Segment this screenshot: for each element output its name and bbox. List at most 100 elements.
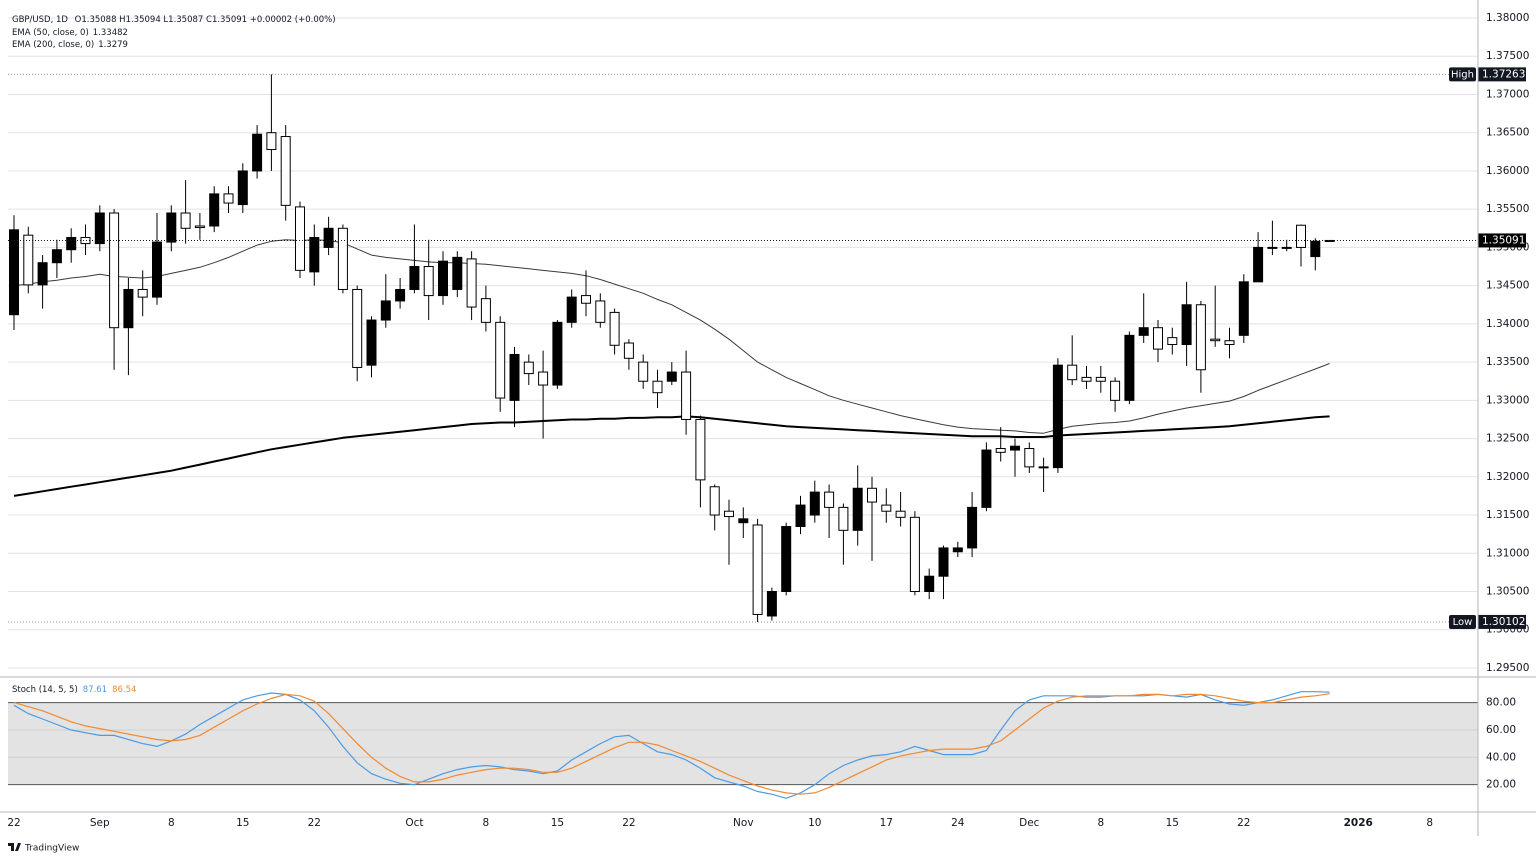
candle-body xyxy=(123,288,134,329)
y-tick-label: 1.32500 xyxy=(1486,433,1529,445)
candle-body xyxy=(51,249,62,264)
candle-body xyxy=(724,510,734,518)
footer-text: TradingView xyxy=(24,844,79,854)
candle-body xyxy=(209,193,220,227)
y-tick-label: 1.37000 xyxy=(1486,88,1529,100)
candle-body xyxy=(623,342,634,359)
candle-body xyxy=(595,300,606,323)
y-tick-label: 40.00 xyxy=(1486,751,1516,763)
y-tick-label: 1.35500 xyxy=(1486,203,1529,215)
candle-body xyxy=(652,380,663,394)
candle-body xyxy=(180,212,191,229)
candle-body xyxy=(695,418,706,481)
candle-body xyxy=(795,504,806,528)
candle-body xyxy=(609,311,620,346)
candle-body xyxy=(66,236,77,251)
candle-body xyxy=(1210,338,1221,342)
candle-body xyxy=(638,361,649,382)
candle-body xyxy=(80,236,91,245)
candle-body xyxy=(395,288,406,302)
candle-body xyxy=(380,300,391,321)
candle-body xyxy=(1095,376,1106,382)
candle-body xyxy=(766,591,777,617)
candle-body xyxy=(194,225,205,229)
candle-body xyxy=(552,321,563,386)
stoch-legend: Stoch (14, 5, 5) 87.61 86.54 xyxy=(12,685,136,695)
ema50-legend: EMA (50, close, 0) 1.33482 xyxy=(12,28,128,38)
candle-body xyxy=(409,266,420,290)
candle-body xyxy=(466,258,477,308)
ema-line xyxy=(13,415,1330,497)
candle-body xyxy=(237,170,248,206)
candle-body xyxy=(1038,466,1049,469)
x-tick-label: 8 xyxy=(168,817,175,829)
stoch-band xyxy=(8,702,1478,785)
candle-body xyxy=(681,371,692,420)
candle-body xyxy=(37,262,48,286)
stoch-d-value: 86.54 xyxy=(112,685,136,695)
candle-body xyxy=(738,518,749,524)
candle-body xyxy=(1024,448,1035,468)
candle-body xyxy=(952,547,963,553)
candle-body xyxy=(337,227,348,290)
candle-body xyxy=(1081,376,1092,382)
plot-layer: 1.295001.300001.305001.310001.315001.320… xyxy=(7,12,1529,829)
candle-body xyxy=(452,256,463,290)
candle-body xyxy=(266,132,277,151)
candle-body xyxy=(1124,334,1135,401)
candle-body xyxy=(523,361,534,375)
candle-body xyxy=(938,547,949,577)
candle-body xyxy=(752,524,763,615)
candle-body xyxy=(852,487,863,531)
candle-body xyxy=(495,321,506,399)
candle-body xyxy=(1267,246,1278,249)
x-tick-label: Nov xyxy=(733,817,754,829)
x-tick-label: 2026 xyxy=(1344,817,1373,829)
y-tick-label: 1.34000 xyxy=(1486,318,1529,330)
candle-body xyxy=(480,298,491,323)
x-tick-label: 8 xyxy=(1426,817,1433,829)
candle-body xyxy=(1224,340,1235,346)
x-tick-label: 24 xyxy=(951,817,965,829)
candle-body xyxy=(295,206,305,271)
candle-body xyxy=(309,236,320,273)
candle-body xyxy=(223,193,234,204)
high_marker-tag-label: High xyxy=(1451,69,1474,80)
candle-body xyxy=(323,227,334,248)
candle-body xyxy=(1195,304,1206,371)
ema200-legend: EMA (200, close, 0) 1.3279 xyxy=(12,40,128,50)
candle-body xyxy=(1167,337,1178,346)
symbol-header: GBP/USD, 1D O1.35088 H1.35094 L1.35087 C… xyxy=(12,15,336,25)
y-tick-label: 1.33500 xyxy=(1486,356,1529,368)
tradingview-logo: TradingView xyxy=(8,843,79,854)
x-tick-label: 8 xyxy=(1097,817,1104,829)
candle-body xyxy=(1281,246,1292,249)
y-tick-label: 1.30500 xyxy=(1486,586,1529,598)
candle-body xyxy=(1052,364,1063,469)
candle-body xyxy=(423,266,434,297)
ohlc: O1.35088 H1.35094 L1.35087 C1.35091 +0.0… xyxy=(75,15,336,25)
candle-body xyxy=(1253,246,1264,283)
stoch-title: Stoch (14, 5, 5) xyxy=(12,685,78,695)
candle-body xyxy=(895,510,906,518)
candle-body xyxy=(366,319,377,366)
candle-body xyxy=(137,288,148,298)
candle-body xyxy=(1010,445,1020,451)
candle-body xyxy=(909,516,920,593)
ema50-value: 1.33482 xyxy=(93,28,128,38)
x-tick-label: 15 xyxy=(551,817,564,829)
candle-body xyxy=(1153,327,1163,350)
y-tick-label: 1.37500 xyxy=(1486,50,1529,62)
candle-body xyxy=(1296,224,1306,248)
candle-body xyxy=(709,486,720,516)
candle-body xyxy=(566,296,577,323)
candle-body xyxy=(995,448,1006,453)
candle-body xyxy=(166,212,177,243)
stoch-line xyxy=(13,693,1330,795)
low_marker-value: 1.30102 xyxy=(1482,616,1525,628)
y-tick-label: 1.29500 xyxy=(1486,662,1529,674)
ema200-value: 1.3279 xyxy=(98,40,128,50)
candle-body xyxy=(781,526,792,593)
candle-body xyxy=(438,260,448,297)
